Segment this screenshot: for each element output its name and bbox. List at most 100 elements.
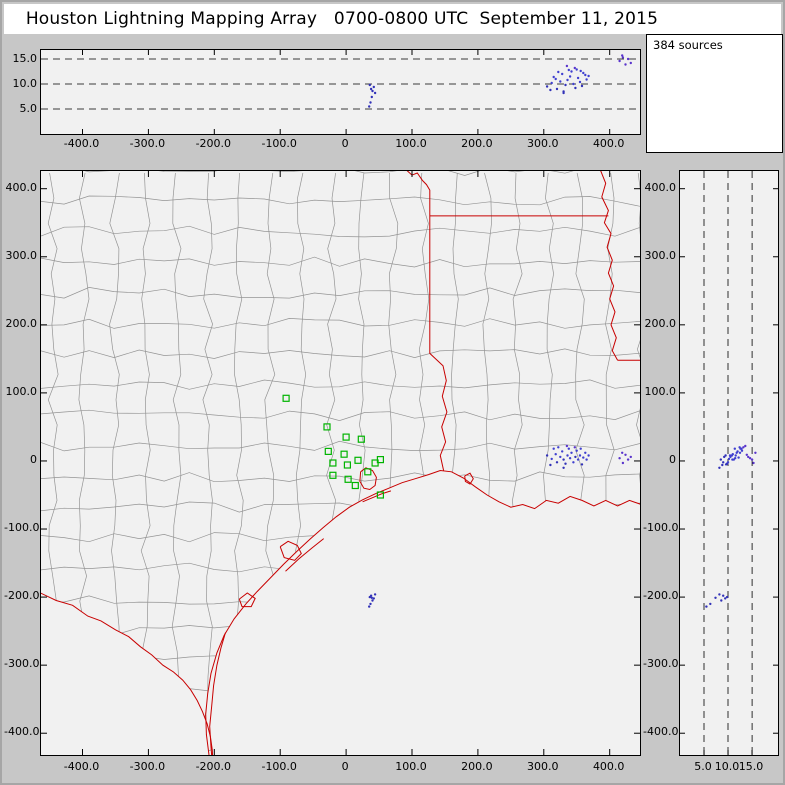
axis-tick-label: 300.0 bbox=[527, 137, 559, 150]
source-point bbox=[580, 463, 584, 466]
lma-station-marker bbox=[324, 447, 332, 455]
axis-tick-label: -300.0 bbox=[4, 657, 40, 671]
axis-tick-label: 0 bbox=[669, 452, 676, 466]
source-point bbox=[725, 595, 729, 599]
title-bar: Houston Lightning Mapping Array 0700-080… bbox=[4, 4, 781, 34]
source-point bbox=[750, 458, 754, 461]
galveston-bay-outline bbox=[359, 467, 377, 491]
source-point bbox=[552, 447, 555, 450]
source-point bbox=[566, 78, 569, 82]
ew-panel-altitude-labels: 15.0 10.0 5.0 bbox=[4, 49, 38, 135]
source-point bbox=[724, 597, 727, 600]
axis-tick-label: -100.0 bbox=[261, 137, 297, 150]
source-point bbox=[576, 76, 580, 80]
source-point bbox=[578, 80, 582, 84]
lma-station-marker bbox=[364, 468, 372, 476]
source-point bbox=[585, 458, 588, 461]
source-point bbox=[722, 594, 725, 597]
axis-tick-label: 100.0 bbox=[644, 384, 677, 398]
axis-tick-label: -400.0 bbox=[4, 725, 40, 739]
source-point bbox=[561, 450, 564, 453]
county-line bbox=[41, 625, 640, 636]
ns-altitude-plot bbox=[680, 171, 778, 755]
calcasieu-lake-outline bbox=[464, 472, 474, 485]
source-point bbox=[720, 599, 723, 602]
source-point bbox=[559, 455, 562, 459]
ns-altitude-panel bbox=[679, 170, 779, 756]
county-line bbox=[264, 172, 276, 755]
matagorda-island bbox=[285, 538, 325, 572]
axis-tick-label: -400.0 bbox=[63, 137, 100, 150]
source-point bbox=[739, 447, 742, 450]
axis-tick-label: -200.0 bbox=[643, 589, 679, 603]
axis-tick-label: 400.0 bbox=[5, 180, 38, 194]
source-point bbox=[369, 87, 373, 91]
plan-view-map bbox=[41, 171, 640, 755]
county-line bbox=[41, 318, 640, 329]
axis-tick-label: -300.0 bbox=[129, 760, 166, 773]
source-point bbox=[579, 69, 582, 73]
ew-panel-distance-labels: -400.0 -300.0 -200.0 -100.0 0 100.0 200.0 300.0… bbox=[40, 136, 641, 150]
axis-tick-label: 300.0 bbox=[527, 760, 559, 773]
source-point bbox=[372, 597, 375, 600]
source-point bbox=[626, 57, 630, 61]
source-point bbox=[549, 463, 552, 467]
axis-tick-label: -100.0 bbox=[261, 760, 297, 773]
source-point bbox=[621, 461, 625, 465]
source-point bbox=[373, 593, 377, 596]
county-line bbox=[41, 409, 640, 421]
source-point bbox=[575, 68, 578, 71]
source-point bbox=[545, 85, 549, 88]
source-point bbox=[624, 63, 627, 66]
lma-station-marker bbox=[340, 450, 348, 458]
source-point bbox=[754, 451, 757, 454]
lma-station-marker bbox=[329, 459, 337, 467]
source-point bbox=[721, 463, 724, 467]
source-point bbox=[555, 461, 559, 464]
source-point bbox=[564, 462, 567, 465]
axis-tick-label: -100.0 bbox=[643, 521, 679, 535]
county-line bbox=[41, 348, 640, 359]
axis-tick-label: 10.0 bbox=[714, 760, 740, 773]
source-point bbox=[718, 466, 721, 469]
lma-station-marker bbox=[357, 435, 365, 443]
axis-tick-label: 200.0 bbox=[461, 137, 493, 150]
source-point bbox=[568, 457, 572, 460]
corpus-christi-bay-outline bbox=[238, 592, 256, 608]
source-point bbox=[705, 605, 708, 608]
source-point bbox=[559, 80, 562, 83]
source-point bbox=[579, 447, 582, 450]
source-point bbox=[576, 458, 580, 461]
lma-station-marker bbox=[376, 491, 384, 499]
source-point bbox=[371, 599, 374, 602]
county-line bbox=[388, 172, 399, 755]
source-point bbox=[550, 457, 553, 461]
source-point bbox=[566, 454, 569, 457]
county-line bbox=[109, 172, 120, 755]
source-point bbox=[369, 602, 372, 606]
source-point bbox=[578, 454, 582, 457]
county-line bbox=[41, 655, 640, 667]
source-point bbox=[727, 457, 731, 461]
source-point bbox=[584, 451, 587, 454]
source-point bbox=[726, 461, 730, 464]
map-ew-axis-labels: -400.0 -300.0 -200.0 -100.0 0 100.0 200.0 300.0… bbox=[40, 759, 641, 774]
axis-tick-label: 0 bbox=[30, 452, 37, 466]
county-line bbox=[41, 379, 640, 390]
county-line bbox=[481, 172, 492, 755]
county-line bbox=[41, 440, 640, 452]
axis-tick-label: 15.0 bbox=[738, 760, 764, 773]
source-point bbox=[369, 594, 373, 597]
county-line bbox=[41, 501, 640, 513]
coastline bbox=[205, 469, 640, 755]
source-point bbox=[742, 446, 745, 449]
source-point bbox=[587, 454, 590, 457]
axis-tick-label: 10.0 bbox=[12, 77, 38, 90]
axis-tick-label: 0 bbox=[341, 760, 349, 773]
axis-tick-label: 200.0 bbox=[5, 316, 38, 330]
source-point bbox=[740, 449, 744, 452]
lma-station-marker bbox=[342, 433, 350, 441]
texas-east-border bbox=[406, 171, 448, 471]
source-point bbox=[709, 602, 712, 606]
